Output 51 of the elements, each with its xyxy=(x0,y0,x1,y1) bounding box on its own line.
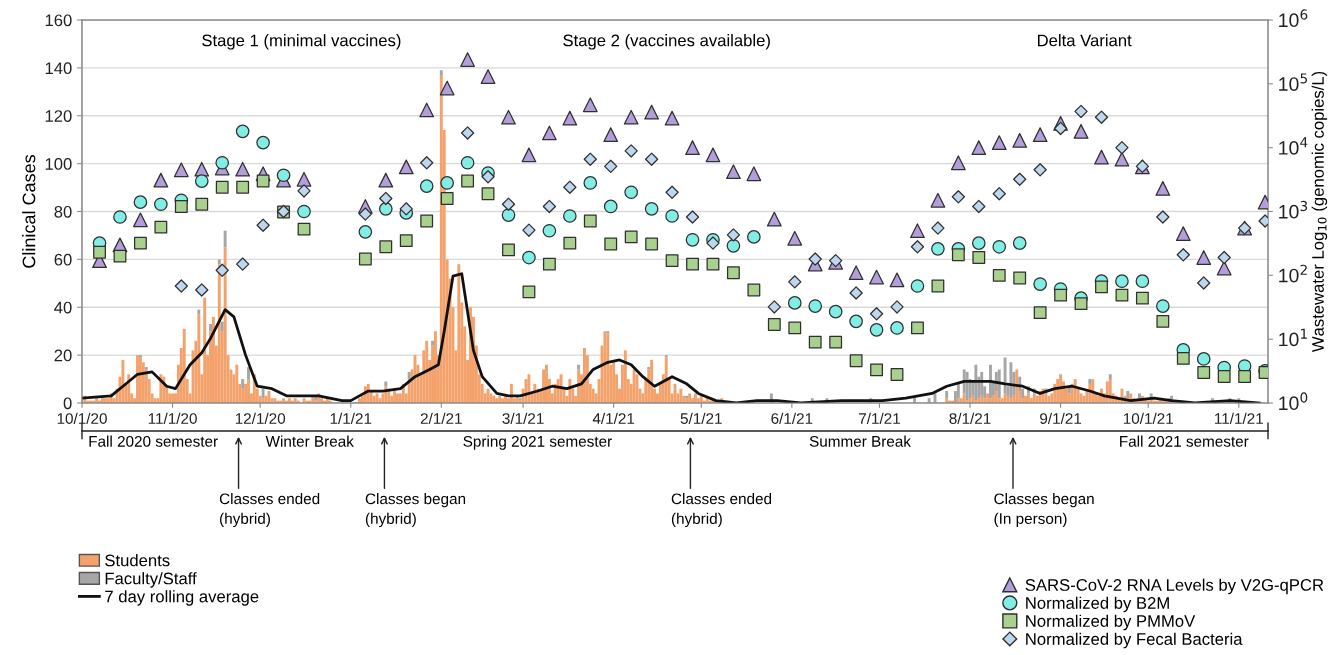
x-tick-label: 7/1/21 xyxy=(859,412,900,424)
y-tick-label: 160 xyxy=(45,14,72,27)
x-tick-label: 6/1/21 xyxy=(771,412,813,424)
text: Fall 2020 semester xyxy=(89,435,218,447)
x-tick-label: 3/1/21 xyxy=(502,412,544,424)
annotation: Stage 1 (minimal vaccines) xyxy=(202,34,401,50)
y2-tick-label: 10$^{3}$ xyxy=(1279,200,1308,219)
x-tick-label: 4/1/21 xyxy=(592,412,635,424)
x-tick-label: 9/1/21 xyxy=(1040,412,1082,424)
y-tick-label: 0 xyxy=(63,397,72,410)
x-tick-label: 8/1/21 xyxy=(949,412,991,424)
y-axis-title: Clinical Cases xyxy=(22,154,36,268)
x-tick-label: 2/1/21 xyxy=(420,412,462,424)
y2-tick-label: 10$^{1}$ xyxy=(1279,328,1307,347)
legend-label: Normalized by B2M xyxy=(1026,596,1169,613)
y-tick-label: 60 xyxy=(54,253,72,266)
legend-label: Faculty/Staff xyxy=(105,572,197,588)
text: Classes ended (hybrid) xyxy=(219,493,320,528)
annotation: Stage 2 (vaccines available) xyxy=(563,34,770,50)
y2-tick-label: 10$^{0}$ xyxy=(1279,392,1308,411)
text: Classes ended (hybrid) xyxy=(671,493,772,528)
legend-label: Normalized by PMMoV xyxy=(1026,614,1196,631)
text: Winter Break xyxy=(265,435,354,447)
text: Fall 2021 semester xyxy=(1120,435,1249,447)
legend-label: SARS-CoV-2 RNA Levels by V2G-qPCR xyxy=(1025,578,1324,595)
x-tick-label: 10/1/21 xyxy=(1123,412,1173,424)
y-tick-label: 20 xyxy=(54,349,72,362)
text: Summer Break xyxy=(809,435,911,447)
y-tick-label: 40 xyxy=(54,301,72,314)
legend-label: Students xyxy=(105,554,170,567)
annotation: Delta Variant xyxy=(1037,34,1132,47)
x-tick-label: 11/1/20 xyxy=(148,412,197,424)
y-tick-label: 120 xyxy=(45,110,72,122)
y-tick-label: 140 xyxy=(45,62,72,75)
y-tick-label: 100 xyxy=(45,158,72,170)
x-tick-label: 5/1/21 xyxy=(680,412,722,424)
y2-tick-label: 10$^{5}$ xyxy=(1279,73,1308,91)
y2-tick-label: 10$^{6}$ xyxy=(1279,9,1308,28)
x-tick-label: 12/1/20 xyxy=(235,412,286,424)
y-tick-label: 80 xyxy=(54,205,72,218)
x-tick-label: 11/1/21 xyxy=(1215,412,1263,424)
x-tick-label: 1/1/21 xyxy=(330,412,372,424)
y2-tick-label: 10$^{4}$ xyxy=(1279,137,1308,155)
y2-tick-label: 10$^{2}$ xyxy=(1279,264,1307,283)
x-tick-label: 10/1/20 xyxy=(57,412,107,424)
text: Spring 2021 semester xyxy=(463,435,612,450)
legend-label: 7 day rolling average xyxy=(105,590,259,606)
legend-label: Normalized by Fecal Bacteria xyxy=(1026,632,1243,649)
text: Classes began (hybrid) xyxy=(365,493,466,528)
y2-axis-title: Wastewater Log$_{10}$ (genomic copies/L) xyxy=(1311,71,1328,353)
text: Classes began (In person) xyxy=(994,493,1094,528)
